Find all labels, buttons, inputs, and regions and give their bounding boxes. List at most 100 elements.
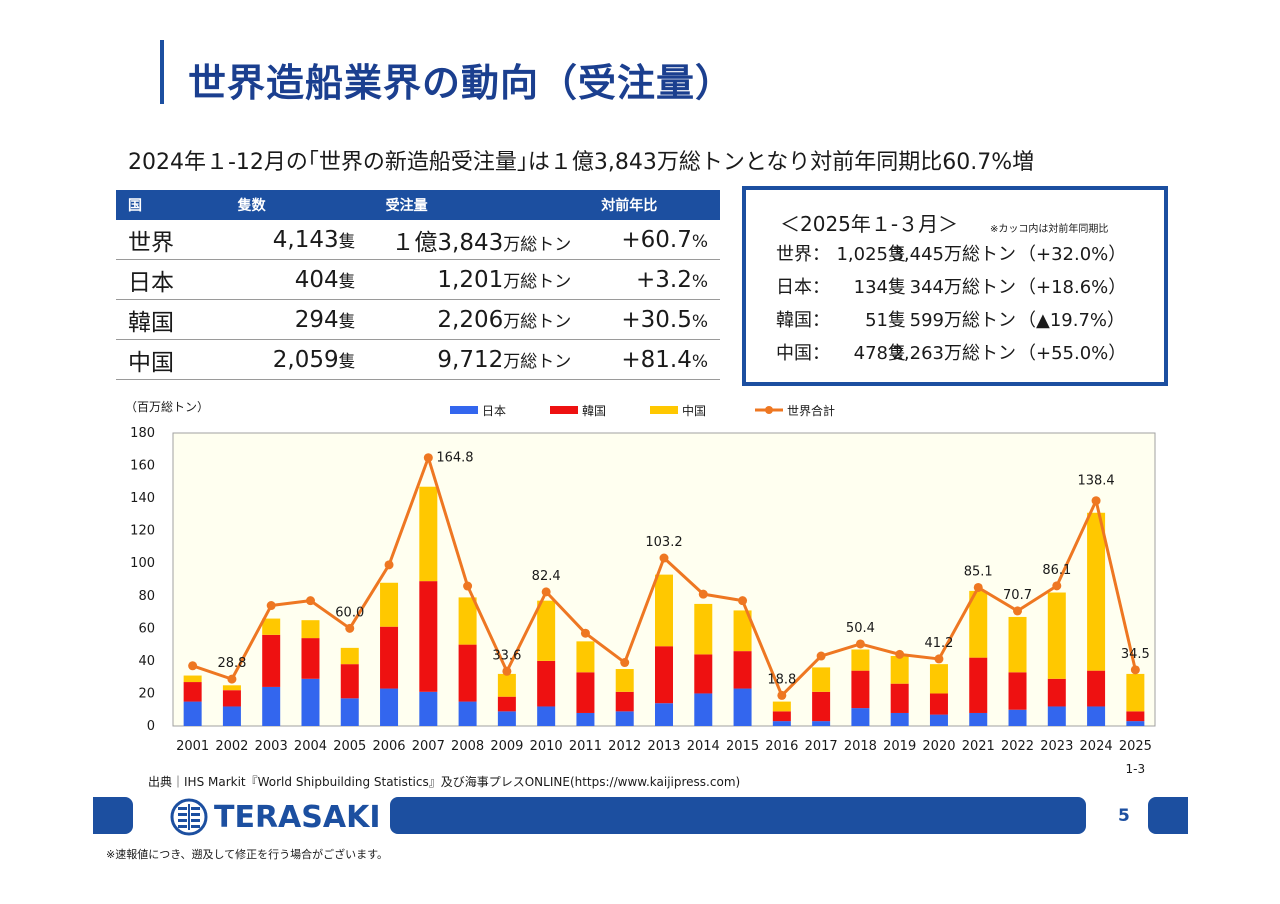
data-label: 33.6 xyxy=(492,648,521,663)
bar-中国 xyxy=(1047,592,1066,679)
disclaimer-note: ※速報値につき、遡及して修正を行う場合がございます。 xyxy=(106,848,389,861)
header-volume: 受注量 xyxy=(365,190,582,220)
bar-韓国 xyxy=(576,672,595,713)
cell-yoy-yoy-unit: % xyxy=(691,231,708,252)
y-tick-label: 100 xyxy=(130,556,155,571)
cell-country: 世界 xyxy=(116,220,226,260)
cell-volume-volume-num: 9,712 xyxy=(437,346,504,373)
world-total-point xyxy=(777,690,787,700)
cell-yoy: +3.2% xyxy=(581,259,720,300)
y-tick-label: 20 xyxy=(138,686,155,701)
world-total-point xyxy=(463,581,473,591)
q1-2025-heading: ＜2025年１-３月＞ xyxy=(780,212,959,236)
bar-韓国 xyxy=(1047,678,1066,707)
data-label: 85.1 xyxy=(964,564,993,579)
legend-label: 世界合計 xyxy=(787,403,835,418)
bar-日本 xyxy=(969,712,988,726)
cell-ships-ships-unit: 隻 xyxy=(338,271,356,292)
bar-日本 xyxy=(655,703,673,726)
orders-chart: （百万総トン） 0 20 40 60 80 100 120 140 160 180 2001 2002 2… xyxy=(125,400,1156,775)
bar-中国 xyxy=(694,603,713,655)
x-tick-label: 2017 xyxy=(805,739,838,754)
world-total-point xyxy=(934,654,944,664)
legend-label: 日本 xyxy=(482,404,506,418)
q1-row: 韓国： 51隻 599万総トン （▲19.7%） xyxy=(776,306,1156,334)
bar-日本 xyxy=(1008,709,1027,726)
world-total-point xyxy=(855,639,865,649)
page-subtitle: 2024年１-12月の｢世界の新造船受注量｣は１億3,843万総トンとなり対前年… xyxy=(128,150,1035,175)
x-tick-label: 2024 xyxy=(1080,739,1113,754)
data-label: 60.0 xyxy=(335,605,364,620)
bar-日本 xyxy=(1126,721,1145,726)
q1-volume: 344万総トン xyxy=(909,277,1016,298)
y-tick-label: 40 xyxy=(138,654,155,669)
cell-volume: １億3,843万総トン xyxy=(365,220,582,260)
data-label: 86.1 xyxy=(1042,563,1071,578)
cell-ships-ships-unit: 隻 xyxy=(338,351,356,372)
q1-ships: 478隻 xyxy=(853,343,906,364)
x-tick-label: 2002 xyxy=(215,739,248,754)
data-label: 41.2 xyxy=(924,636,953,651)
x-tick-label: 2021 xyxy=(962,739,995,754)
page-title: 世界造船業界の動向（受注量） xyxy=(188,61,735,105)
bar-韓国 xyxy=(733,651,752,689)
q1-row: 日本： 134隻 344万総トン （+18.6%） xyxy=(776,273,1156,301)
bar-韓国 xyxy=(694,654,713,694)
page-number: 5 xyxy=(1118,806,1130,826)
q1-yoy: （+32.0%） xyxy=(1018,244,1127,265)
bar-韓国 xyxy=(969,657,988,713)
cell-volume-volume-num: 2,206 xyxy=(437,306,504,333)
x-tick-label: 2007 xyxy=(412,739,445,754)
world-total-point xyxy=(1052,581,1062,591)
x-tick-label: 2018 xyxy=(844,739,877,754)
y-tick-label: 140 xyxy=(130,491,155,506)
bar-中国 xyxy=(183,675,202,683)
x-tick-label: 2005 xyxy=(333,739,366,754)
bar-日本 xyxy=(419,691,438,726)
q1-ships: 1,025隻 xyxy=(836,244,906,265)
q1-country: 中国： xyxy=(776,343,830,364)
cell-volume-volume-unit: 万総トン xyxy=(503,271,572,292)
cell-volume-volume-unit: 万総トン xyxy=(503,351,572,372)
bar-日本 xyxy=(733,688,752,726)
cell-yoy-yoy-num: +60.7 xyxy=(621,226,692,253)
y-unit-label: （百万総トン） xyxy=(125,400,209,414)
x-tick-label: 2013 xyxy=(647,739,680,754)
q1-ships: 51隻 xyxy=(865,310,906,331)
bar-韓国 xyxy=(772,711,791,722)
bar-中国 xyxy=(1008,616,1027,673)
bar-日本 xyxy=(222,706,241,726)
table-body: 世界 4,143隻 １億3,843万総トン +60.7% 日本 404隻 1,201万総トン… xyxy=(116,220,720,380)
cell-volume-volume-num: １億3,843 xyxy=(391,229,504,256)
q1-yoy: （+18.6%） xyxy=(1018,277,1127,298)
bar-中国 xyxy=(969,590,988,658)
bar-日本 xyxy=(497,711,516,726)
q1-country: 韓国： xyxy=(776,310,830,331)
world-total-point xyxy=(1091,496,1101,506)
bar-中国 xyxy=(851,649,870,671)
world-total-point xyxy=(738,596,748,606)
bar-中国 xyxy=(262,618,281,635)
x-tick-label: 2015 xyxy=(726,739,759,754)
bar-韓国 xyxy=(380,626,399,689)
cell-ships: 2,059隻 xyxy=(225,339,366,380)
cell-country-country: 日本 xyxy=(128,269,174,296)
data-label: 70.7 xyxy=(1003,588,1032,603)
bar-韓国 xyxy=(497,696,516,712)
x-tick-label: 2023 xyxy=(1040,739,1073,754)
bar-中国 xyxy=(301,620,320,639)
bar-韓国 xyxy=(1008,672,1027,710)
bar-中国 xyxy=(615,669,634,692)
bar-日本 xyxy=(537,706,556,726)
terasaki-logo-icon xyxy=(170,798,208,836)
y-tick-label: 80 xyxy=(138,589,155,604)
cell-volume-volume-unit: 万総トン xyxy=(503,234,572,255)
world-total-point xyxy=(580,628,590,638)
world-total-point xyxy=(816,651,826,661)
q1-2025-note: ※カッコ内は対前年同期比 xyxy=(990,224,1109,235)
header-yoy: 対前年比 xyxy=(581,190,720,220)
x-tick-label: 2022 xyxy=(1001,739,1034,754)
q1-row: 世界： 1,025隻 3,445万総トン （+32.0%） xyxy=(776,240,1156,268)
bar-日本 xyxy=(851,708,870,726)
footer-bar xyxy=(390,797,1086,834)
